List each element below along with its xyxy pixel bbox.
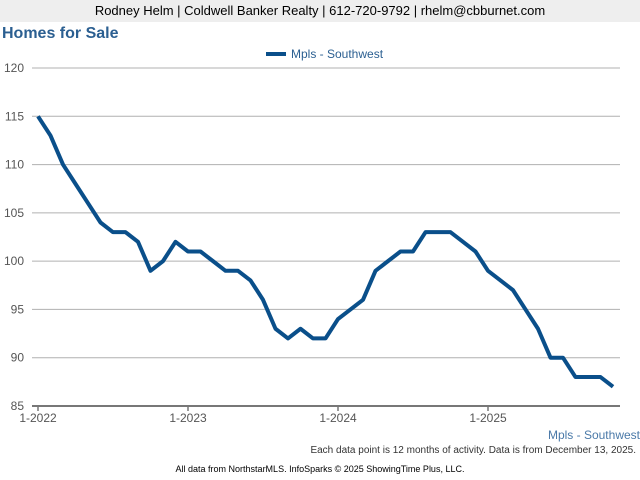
x-tick-label: 1-2024 [319,411,357,425]
y-tick-label: 90 [11,351,25,365]
chart-title: Homes for Sale [2,25,119,42]
y-tick-label: 100 [4,254,24,268]
y-tick-label: 115 [5,109,24,123]
y-tick-label: 120 [4,61,24,75]
y-tick-label: 95 [11,302,25,316]
contact-header: Rodney Helm | Coldwell Banker Realty | 6… [0,0,640,22]
x-tick-label: 1-2025 [469,411,507,425]
legend-label: Mpls - Southwest [291,47,384,61]
data-note: Each data point is 12 months of activity… [310,445,636,456]
data-source: All data from NorthstarMLS. InfoSparks ©… [175,464,465,474]
y-tick-label: 110 [5,158,24,172]
y-tick-label: 85 [11,399,25,413]
series-label: Mpls - Southwest [547,428,640,442]
x-tick-label: 1-2023 [169,411,207,425]
y-tick-label: 105 [4,206,24,220]
x-tick-label: 1-2022 [19,411,57,425]
series-line [36,115,615,389]
